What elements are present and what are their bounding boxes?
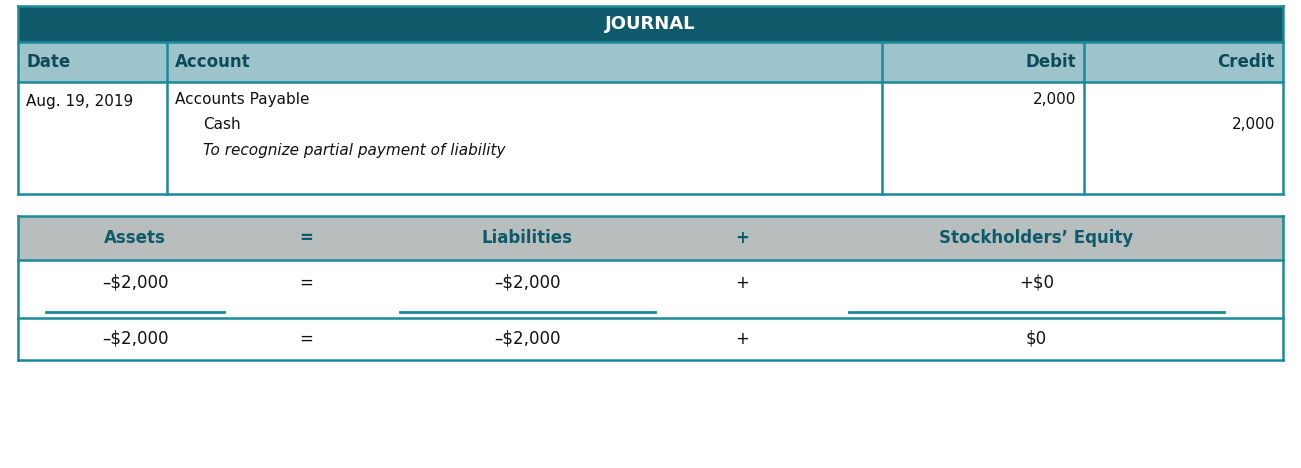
Bar <box>18 260 1283 318</box>
Text: Aug. 19, 2019: Aug. 19, 2019 <box>26 94 133 109</box>
Text: –$2,000: –$2,000 <box>494 274 561 292</box>
Bar <box>18 6 1283 42</box>
Text: +: + <box>735 330 749 348</box>
Text: Debit: Debit <box>1025 53 1076 71</box>
Text: 2,000: 2,000 <box>1033 92 1076 107</box>
Text: –$2,000: –$2,000 <box>101 330 168 348</box>
Text: 2,000: 2,000 <box>1232 117 1275 132</box>
Bar <box>18 318 1283 360</box>
Text: JOURNAL: JOURNAL <box>605 15 696 33</box>
Bar <box>18 42 1283 82</box>
Text: =: = <box>299 330 312 348</box>
Bar <box>18 216 1283 260</box>
Text: +: + <box>735 274 749 292</box>
Bar <box>18 82 1283 194</box>
Text: $0: $0 <box>1025 330 1047 348</box>
Text: Credit: Credit <box>1218 53 1275 71</box>
Text: +: + <box>735 229 749 247</box>
Text: Liabilities: Liabilities <box>481 229 572 247</box>
Text: Assets: Assets <box>104 229 167 247</box>
Text: –$2,000: –$2,000 <box>101 274 168 292</box>
Text: To recognize partial payment of liability: To recognize partial payment of liabilit… <box>203 143 506 158</box>
Text: =: = <box>299 274 312 292</box>
Text: Cash: Cash <box>203 117 241 132</box>
Text: Accounts Payable: Accounts Payable <box>176 92 310 107</box>
Text: +$0: +$0 <box>1019 274 1054 292</box>
Text: =: = <box>299 229 312 247</box>
Text: Stockholders’ Equity: Stockholders’ Equity <box>939 229 1133 247</box>
Text: Account: Account <box>176 53 251 71</box>
Text: Date: Date <box>26 53 70 71</box>
Text: –$2,000: –$2,000 <box>494 330 561 348</box>
